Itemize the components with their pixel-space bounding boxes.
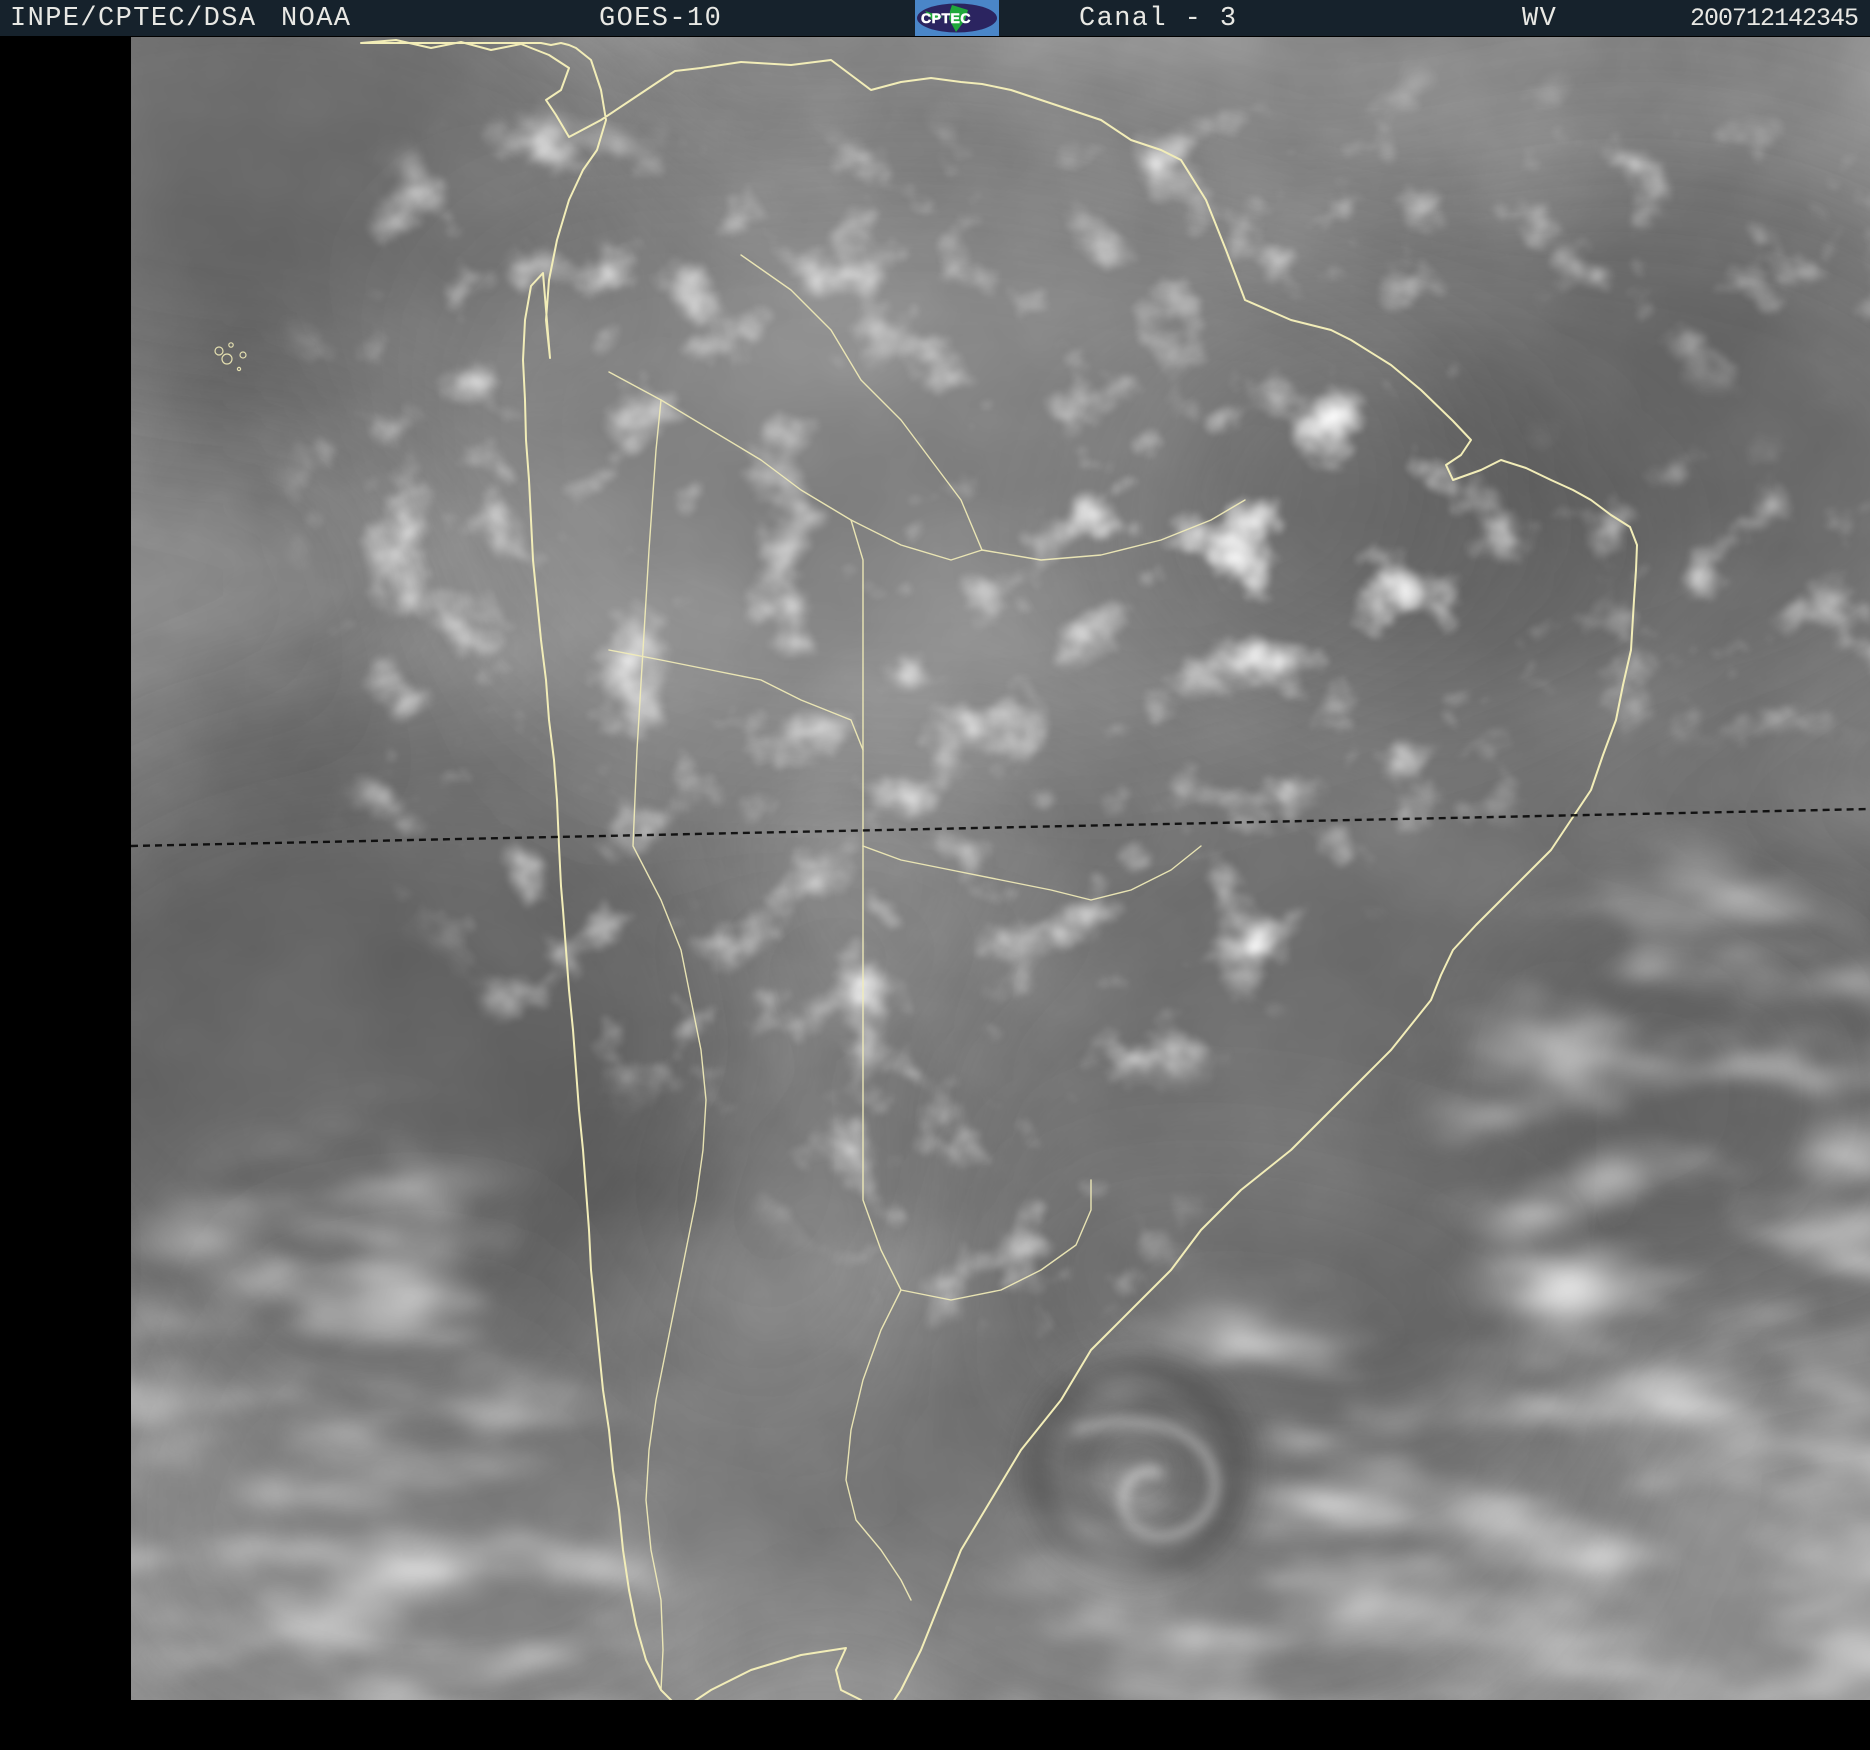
svg-text:CPTEC: CPTEC xyxy=(921,10,971,26)
